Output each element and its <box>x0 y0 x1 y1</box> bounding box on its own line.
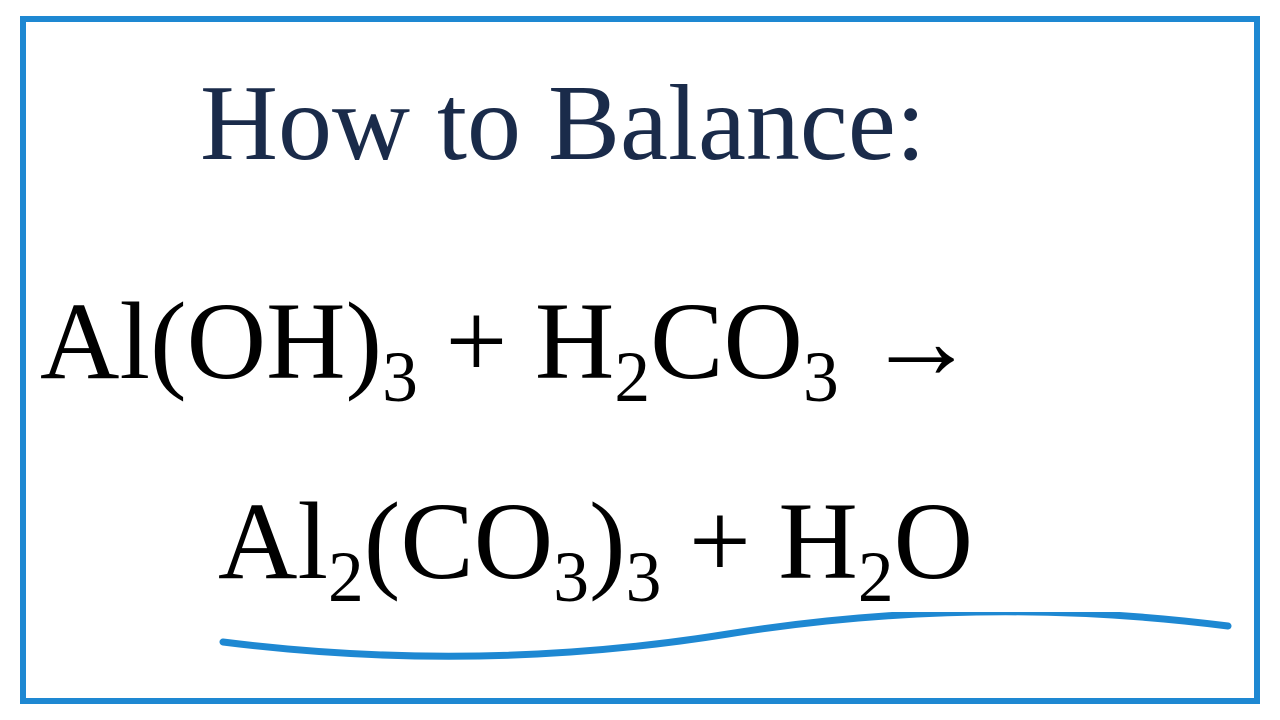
equation-line-1: Al(OH)3 + H2CO3 → <box>40 278 976 405</box>
underline-swoosh <box>218 612 1238 672</box>
page-title: How to Balance: <box>200 62 926 186</box>
equation-line-2: Al2(CO3)3 + H2O <box>218 478 973 605</box>
